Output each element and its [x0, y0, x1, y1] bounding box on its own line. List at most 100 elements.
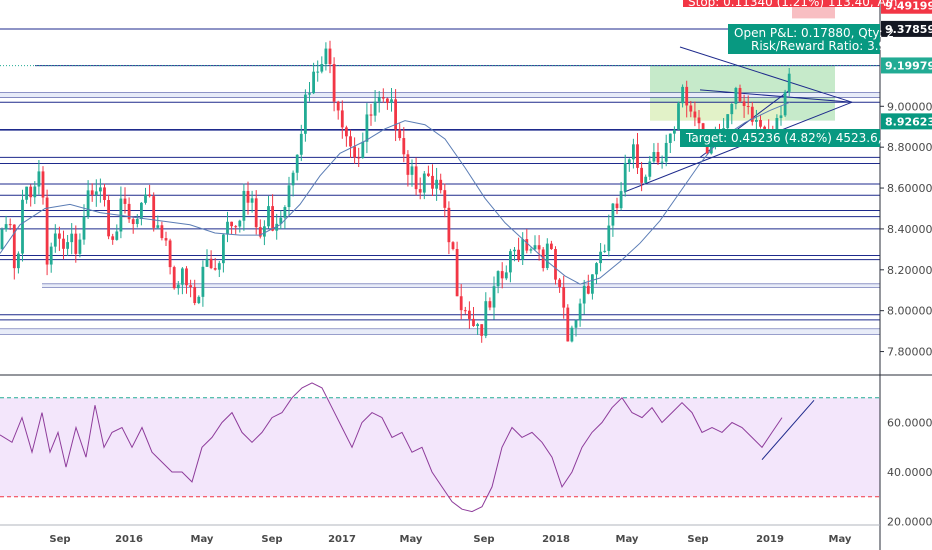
- candle: [558, 279, 561, 288]
- candle: [468, 310, 471, 319]
- y-tick-label: 8.60000: [887, 182, 932, 195]
- candle: [599, 251, 602, 264]
- candle: [443, 190, 447, 208]
- candle: [295, 154, 299, 173]
- candle: [345, 127, 348, 137]
- candle: [17, 253, 20, 269]
- candle: [131, 219, 135, 225]
- moving-average-line: [0, 101, 791, 285]
- candle: [738, 88, 742, 102]
- candle: [681, 86, 684, 104]
- stop-text: Stop: 0.11340 (1.21%) 113.40, Am: [688, 0, 897, 9]
- candle: [513, 249, 516, 252]
- candle: [144, 194, 147, 203]
- x-tick-label: 2017: [328, 534, 356, 545]
- rsi-trendline: [761, 399, 815, 460]
- candle: [12, 224, 16, 269]
- candle: [99, 187, 102, 192]
- candle: [254, 198, 258, 228]
- candle: [189, 285, 192, 288]
- candle: [332, 64, 336, 102]
- candle: [308, 93, 311, 95]
- candle: [365, 114, 369, 142]
- candle: [381, 97, 385, 99]
- candle: [517, 249, 520, 260]
- candle: [263, 226, 266, 237]
- x-tick-label: Sep: [473, 534, 494, 545]
- candle: [529, 249, 533, 251]
- candle: [591, 274, 594, 294]
- candle: [386, 98, 389, 103]
- candle: [586, 285, 590, 294]
- rsi-line: [0, 382, 783, 513]
- candle: [172, 267, 176, 289]
- price-label-bg: [881, 20, 932, 37]
- candle: [562, 287, 566, 308]
- candle: [422, 173, 426, 193]
- candle: [230, 221, 233, 227]
- candle: [111, 236, 115, 240]
- candle: [275, 223, 279, 231]
- candle: [340, 110, 344, 128]
- candle: [730, 103, 734, 115]
- candle: [775, 117, 779, 136]
- candle: [373, 101, 377, 116]
- candle: [103, 187, 106, 201]
- candle: [673, 129, 676, 134]
- price-label-stop: 9.49199: [885, 0, 932, 13]
- candle: [677, 103, 680, 130]
- candle: [82, 216, 86, 240]
- candle: [205, 258, 209, 267]
- candle: [759, 119, 762, 127]
- candle: [90, 190, 94, 195]
- candle: [693, 111, 697, 118]
- candle: [250, 198, 254, 203]
- rsi-tick-label: 20.0000: [887, 516, 932, 529]
- candle: [435, 179, 438, 189]
- candle: [431, 175, 434, 189]
- candle: [476, 324, 479, 327]
- candle: [193, 287, 197, 304]
- candle: [148, 194, 151, 197]
- candle: [271, 206, 274, 231]
- candle: [447, 207, 451, 243]
- candle: [533, 245, 537, 250]
- y-tick-label: 8.40000: [887, 223, 932, 236]
- candle: [58, 233, 61, 239]
- candle: [156, 225, 160, 228]
- target-text: Target: 0.45236 (4.82%) 4523.6, An: [685, 131, 901, 145]
- candle: [86, 190, 90, 217]
- candle: [455, 249, 459, 297]
- candle: [8, 224, 12, 226]
- candle: [226, 221, 229, 235]
- candle: [574, 320, 578, 328]
- candle: [127, 203, 131, 220]
- candle: [541, 249, 545, 269]
- candle: [664, 142, 668, 162]
- candle: [607, 225, 611, 251]
- x-tick-label: May: [400, 534, 423, 545]
- x-tick-label: 2016: [115, 534, 143, 545]
- candle: [246, 190, 250, 203]
- candle: [570, 327, 574, 342]
- candle: [287, 185, 291, 208]
- candle: [697, 117, 701, 124]
- candle: [623, 162, 627, 192]
- candle: [123, 198, 127, 204]
- candle: [4, 224, 8, 230]
- trendline: [679, 46, 853, 103]
- candle: [45, 197, 49, 265]
- candle: [480, 324, 484, 336]
- candle: [484, 301, 488, 336]
- price-label-bg: [881, 57, 932, 74]
- candle: [242, 190, 246, 221]
- candle: [37, 171, 41, 187]
- rsi-tick-label: 60.0000: [887, 417, 932, 430]
- stop-box: [683, 0, 880, 7]
- candle: [320, 63, 324, 72]
- candle: [234, 226, 238, 228]
- candle: [496, 271, 500, 287]
- target-box: [680, 129, 880, 147]
- candle: [668, 133, 672, 143]
